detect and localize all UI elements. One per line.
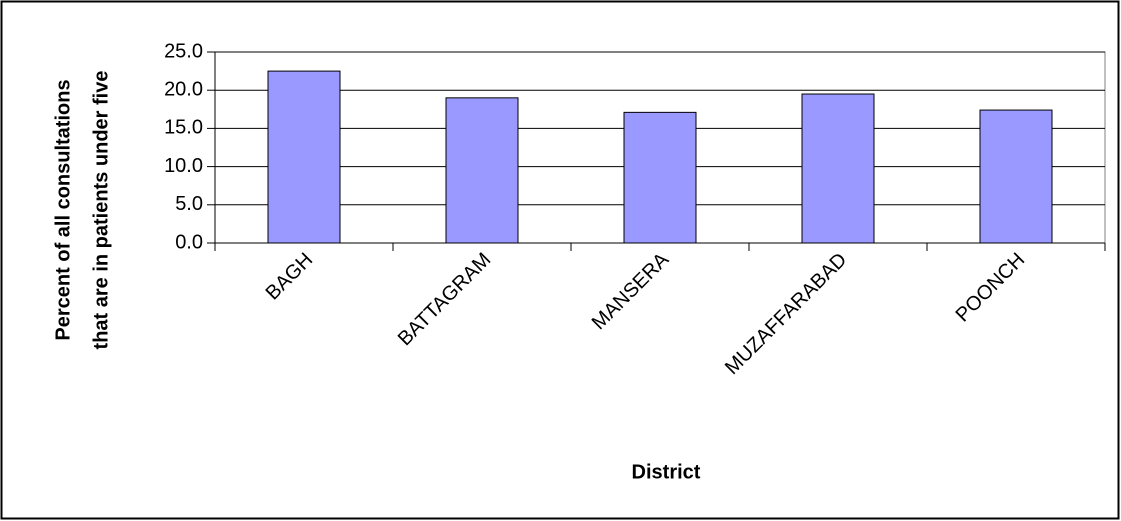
bar <box>979 109 1053 244</box>
y-axis-title: Percent of all consultations that are in… <box>52 71 112 350</box>
y-tick-label: 20.0 <box>164 78 203 100</box>
y-tick-label: 10.0 <box>164 155 203 177</box>
y-tick-label: 5.0 <box>175 193 203 215</box>
bar <box>445 97 519 244</box>
y-tick-label: 25.0 <box>164 40 203 62</box>
y-tick-label: 15.0 <box>164 117 203 139</box>
y-axis-title-line: Percent of all consultations <box>52 79 74 340</box>
bar <box>623 111 697 244</box>
y-tick-label: 0.0 <box>175 231 203 253</box>
bar <box>801 93 875 244</box>
bar <box>267 70 341 244</box>
y-axis-title-line: that are in patients under five <box>90 71 112 350</box>
x-axis-title: District <box>632 461 701 483</box>
